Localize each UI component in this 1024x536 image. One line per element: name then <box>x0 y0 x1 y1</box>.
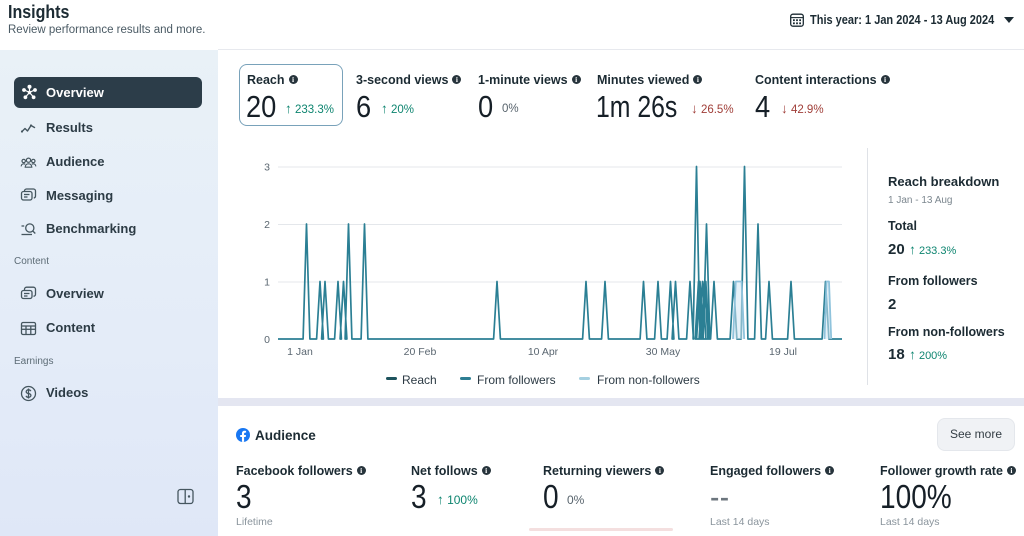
svg-text:From non-followers: From non-followers <box>597 373 700 387</box>
svg-text:1 Jan: 1 Jan <box>287 346 313 358</box>
svg-text:20 Feb: 20 Feb <box>404 346 437 358</box>
svg-text:30 May: 30 May <box>646 346 681 358</box>
svg-text:19 Jul: 19 Jul <box>769 346 797 358</box>
svg-text:1: 1 <box>264 277 270 289</box>
svg-text:0: 0 <box>264 334 270 346</box>
svg-text:3: 3 <box>264 162 270 174</box>
svg-text:10 Apr: 10 Apr <box>528 346 559 358</box>
svg-text:Reach: Reach <box>402 373 437 387</box>
svg-text:From followers: From followers <box>477 373 556 387</box>
svg-text:2: 2 <box>264 219 270 231</box>
